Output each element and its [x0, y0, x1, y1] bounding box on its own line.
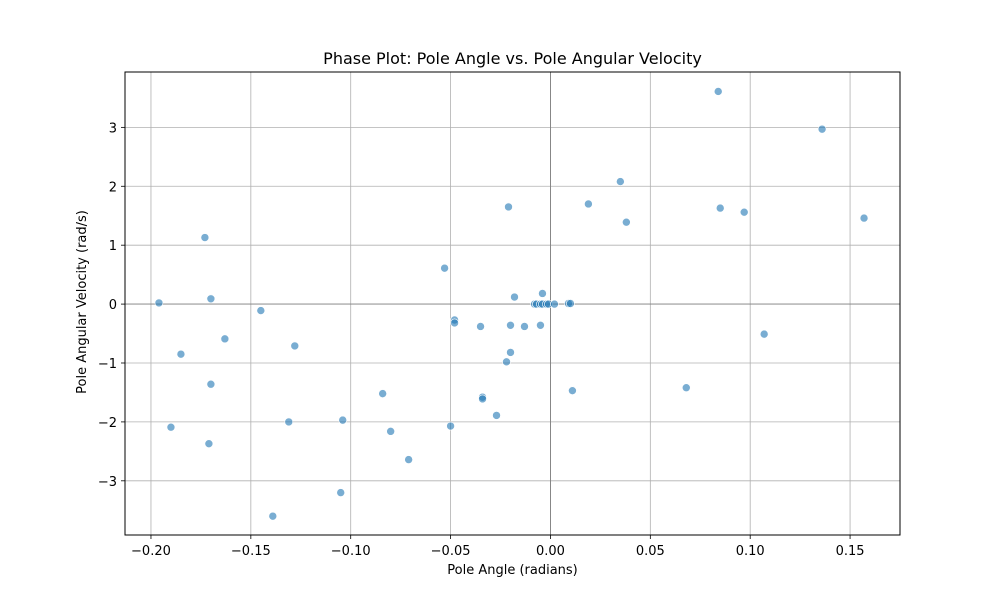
data-point [176, 349, 186, 359]
data-point [478, 394, 487, 404]
data-point [338, 415, 348, 425]
data-point [510, 292, 519, 302]
data-point [206, 379, 216, 389]
data-point [622, 217, 631, 227]
data-point [502, 357, 511, 367]
data-point [506, 348, 515, 357]
data-point [584, 199, 593, 209]
data-point [204, 439, 214, 448]
chart-title: Phase Plot: Pole Angle vs. Pole Angular … [323, 49, 702, 68]
data-points [154, 87, 869, 521]
y-axis-label: Pole Angular Velocity (rad/s) [75, 210, 90, 394]
data-point [713, 87, 723, 96]
y-tick-label: 1 [109, 239, 117, 254]
x-tick-label: 0.00 [536, 544, 565, 559]
x-tick-label: 0.15 [836, 544, 865, 559]
y-tick-label: −2 [98, 416, 117, 431]
data-point [538, 289, 547, 298]
data-point [450, 318, 459, 328]
data-point [504, 202, 513, 212]
data-point [206, 294, 216, 304]
data-point [446, 421, 455, 431]
data-point [256, 306, 266, 315]
data-point [220, 334, 230, 344]
x-tick-label: −0.05 [431, 544, 471, 559]
x-tick-label: 0.10 [736, 544, 765, 559]
data-point [166, 422, 176, 432]
x-tick-label: −0.15 [231, 544, 271, 559]
data-point [154, 298, 164, 308]
data-point [378, 389, 387, 398]
y-tick-label: 2 [109, 180, 117, 195]
x-axis-ticks: −0.20 −0.15 −0.10 −0.05 0.00 0.05 0.10 0.15 [131, 535, 865, 559]
data-point [739, 207, 749, 217]
x-tick-label: −0.20 [131, 544, 171, 559]
plot-frame [124, 71, 901, 536]
data-point [536, 320, 545, 330]
x-tick-label: 0.05 [636, 544, 665, 559]
data-point [336, 488, 346, 497]
data-point [759, 329, 769, 339]
y-tick-label: 0 [109, 298, 117, 313]
data-point [817, 124, 827, 134]
data-point [492, 411, 501, 420]
y-tick-label: 3 [109, 121, 117, 136]
data-point [520, 322, 529, 331]
data-point [681, 383, 691, 393]
y-axis-ticks: −3 −2 −1 0 1 2 3 [98, 121, 125, 490]
data-point [616, 177, 625, 186]
data-point [568, 386, 577, 395]
data-point [506, 320, 515, 330]
data-point [859, 213, 869, 223]
data-point [284, 417, 294, 427]
data-point [715, 203, 725, 213]
data-point [404, 455, 413, 464]
data-point [550, 299, 559, 309]
y-tick-label: −1 [98, 357, 117, 372]
data-point [386, 427, 395, 436]
y-tick-label: −3 [98, 475, 117, 490]
data-point [476, 322, 485, 331]
data-point [200, 233, 210, 242]
grid-layer [125, 72, 900, 535]
x-tick-label: −0.10 [331, 544, 371, 559]
data-point [268, 511, 278, 521]
data-point [440, 263, 449, 273]
x-axis-label: Pole Angle (radians) [447, 563, 578, 578]
data-point [290, 341, 300, 351]
data-point [566, 299, 575, 308]
